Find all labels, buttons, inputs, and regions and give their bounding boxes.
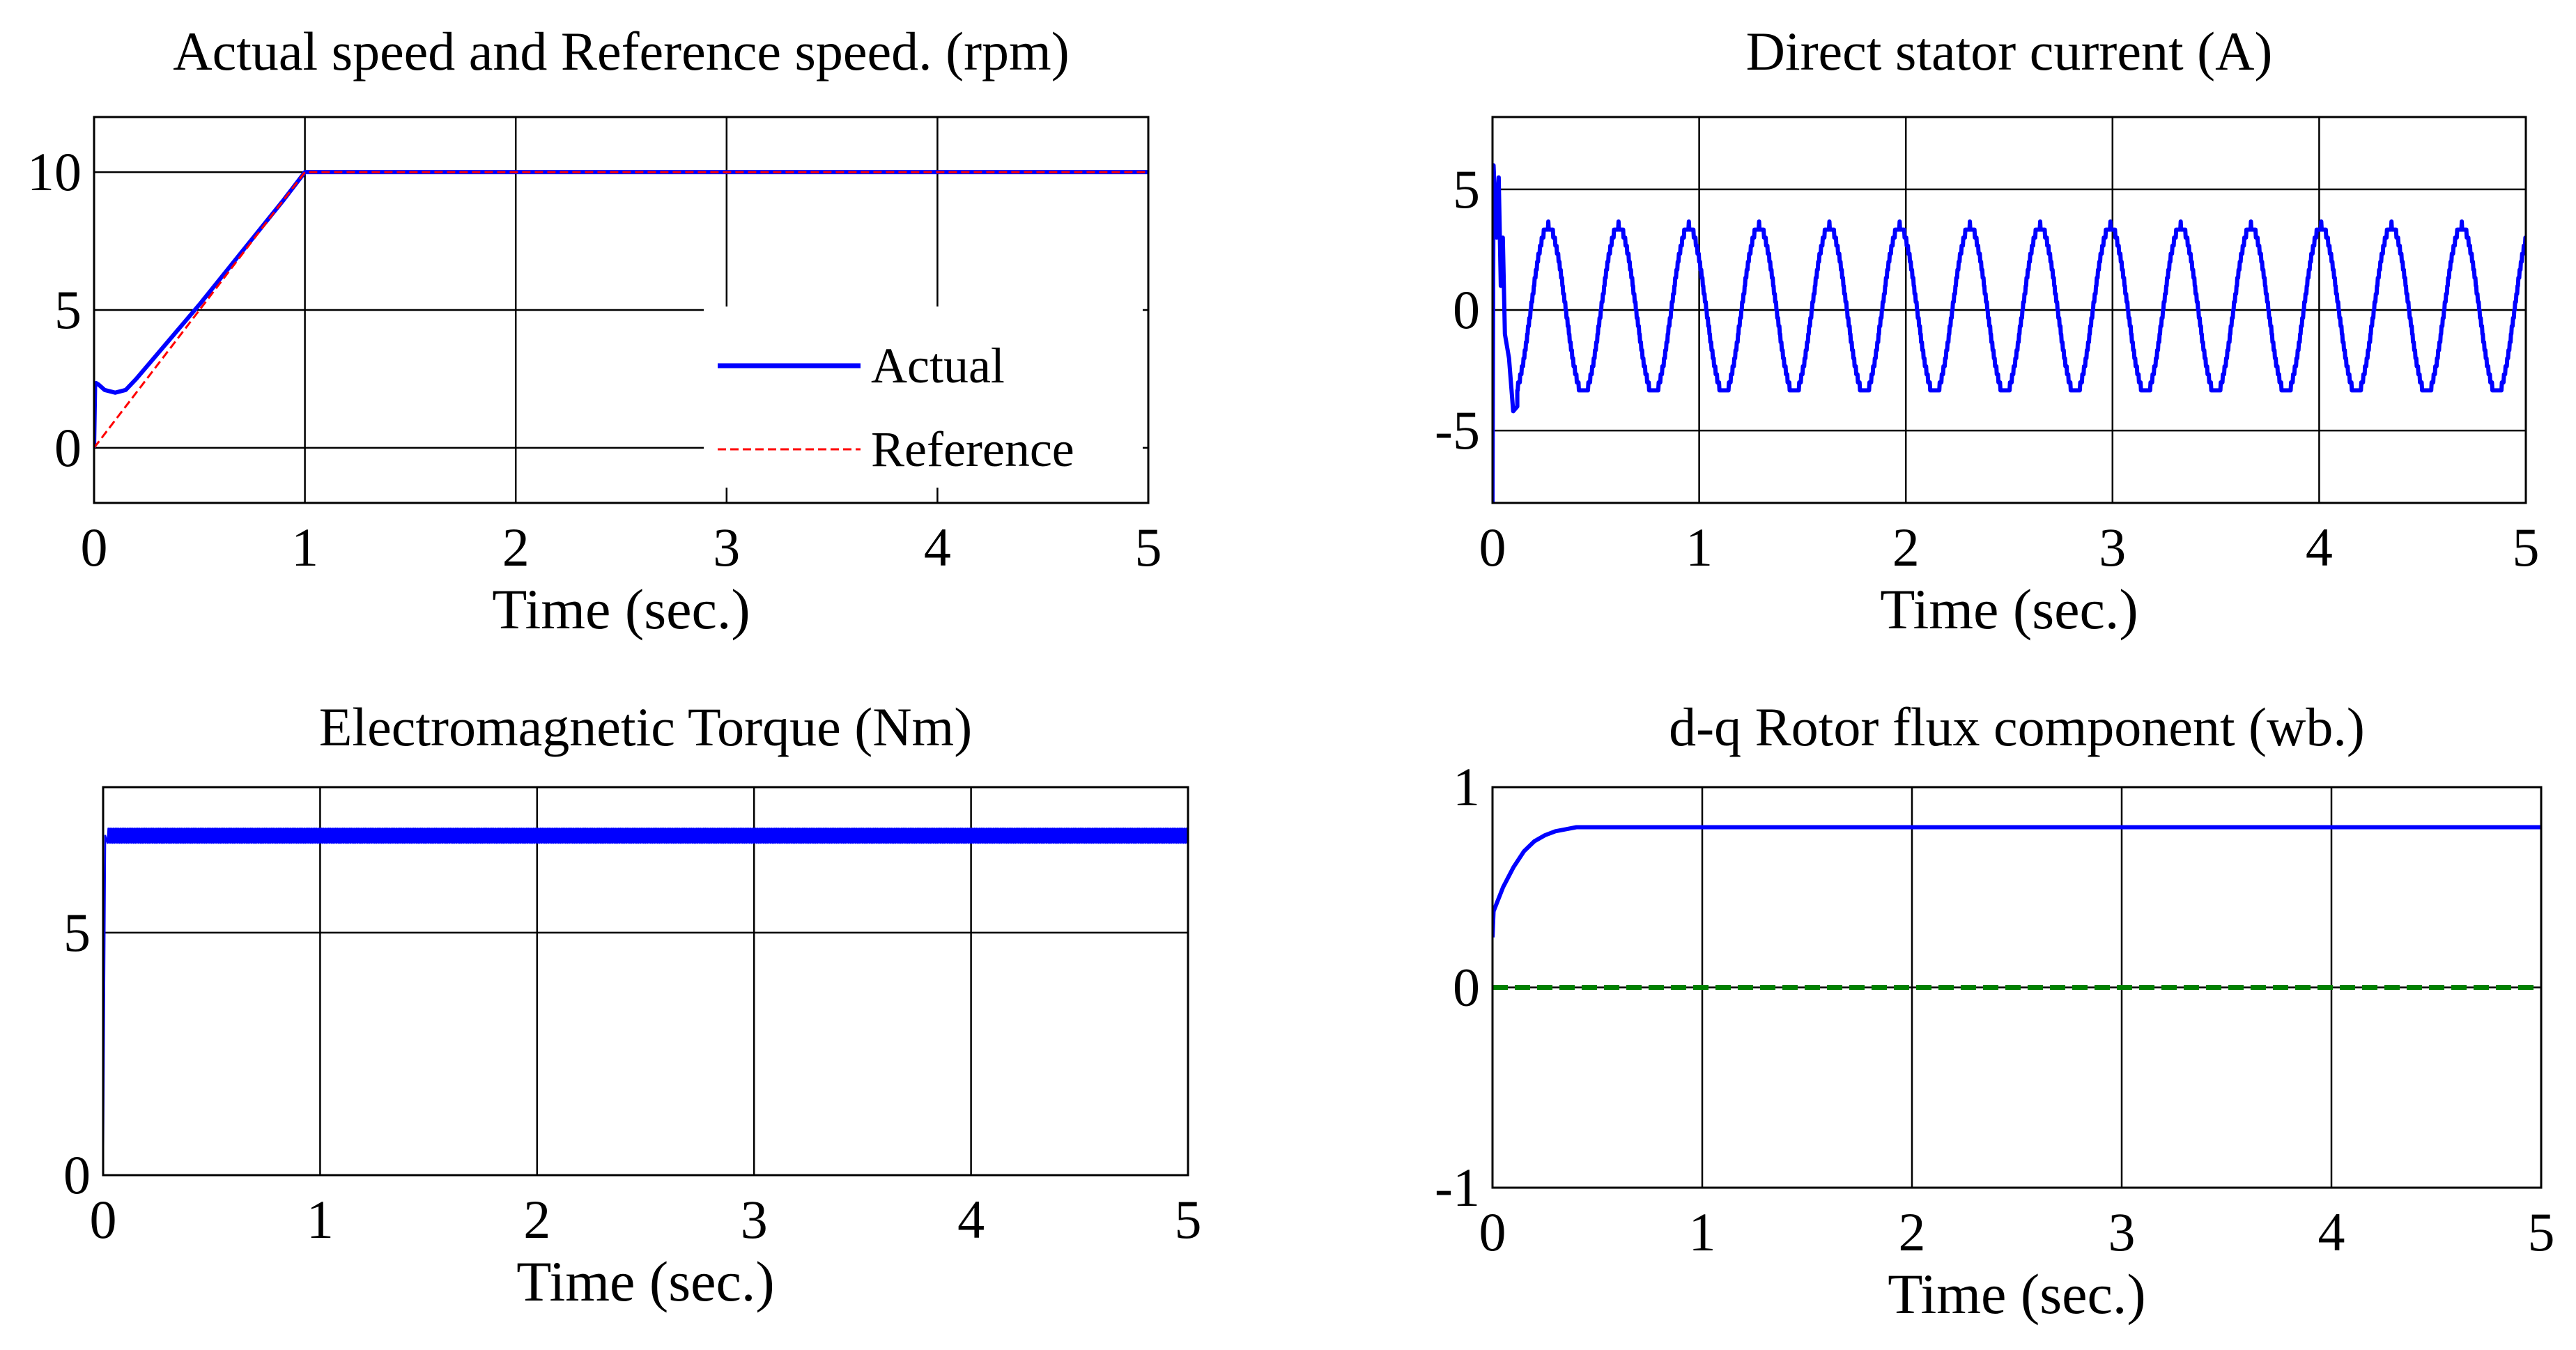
x-tick-label: 2 — [502, 517, 530, 577]
x-tick-label: 5 — [1175, 1189, 1202, 1250]
x-tick-label: 1 — [307, 1189, 334, 1250]
series-line-id — [1493, 163, 2526, 503]
legend: Actual Reference — [704, 307, 1143, 488]
chart-speed: 0 1 2 3 4 5 0 5 10 Actual speed and Reference spe… — [27, 21, 1162, 641]
x-tick-label: 1 — [1686, 517, 1713, 577]
x-tick-label: 5 — [2513, 517, 2540, 577]
series-line-te — [103, 827, 1188, 1175]
x-tick-label: 2 — [523, 1189, 550, 1250]
chart-direct_current: 0 1 2 3 4 5 -5 0 5 Direct stator current (A) Time … — [1435, 21, 2539, 641]
x-tick-label: 0 — [1479, 517, 1506, 577]
legend-label: Reference — [871, 421, 1074, 477]
series-line-reference — [94, 171, 1148, 449]
x-tick-label: 3 — [741, 1189, 768, 1250]
x-tick-label: 0 — [90, 1189, 117, 1250]
x-tick-label: 5 — [1135, 517, 1162, 577]
plot-area — [103, 787, 1188, 1175]
x-tick-label: 3 — [713, 517, 740, 577]
chart-torque: 0 1 2 3 4 5 0 5 Electromagnetic Torque (Nm) Time … — [63, 697, 1202, 1313]
chart-title: Electromagnetic Torque (Nm) — [319, 697, 972, 757]
y-tick-label: 1 — [1453, 757, 1480, 817]
y-tick-label: 0 — [63, 1145, 91, 1205]
series-group — [103, 827, 1188, 1175]
x-tick-label: 4 — [924, 517, 951, 577]
axes-frame — [102, 786, 1189, 1177]
y-tick-label: 5 — [63, 902, 91, 963]
axes-frame — [1491, 116, 2527, 504]
x-tick-label: 4 — [957, 1189, 985, 1250]
legend-label: Actual — [871, 338, 1005, 394]
chart-title: Actual speed and Reference speed. (rpm) — [173, 21, 1069, 82]
y-tick-label: -5 — [1435, 400, 1480, 460]
x-tick-label: 2 — [1899, 1202, 1926, 1262]
chart-title: d-q Rotor flux component (wb.) — [1669, 697, 2365, 757]
y-tick-label: 10 — [27, 141, 82, 202]
legend-box — [704, 307, 1143, 488]
chart-title: Direct stator current (A) — [1746, 21, 2273, 82]
x-tick-label: 2 — [1892, 517, 1920, 577]
x-tick-label: 5 — [2528, 1202, 2555, 1262]
y-tick-label: 5 — [1453, 159, 1480, 219]
y-tick-label: 0 — [54, 417, 82, 478]
x-tick-label: 4 — [2306, 517, 2333, 577]
x-tick-label: 4 — [2318, 1202, 2345, 1262]
y-tick-label: -1 — [1435, 1157, 1480, 1218]
series-line-flux_d — [1493, 825, 2541, 938]
x-tick-label: 1 — [1689, 1202, 1716, 1262]
x-tick-label: 0 — [1479, 1202, 1506, 1262]
series-group — [1493, 163, 2526, 503]
x-tick-label: 0 — [81, 517, 108, 577]
x-tick-label: 3 — [2099, 517, 2126, 577]
axes-frame — [93, 116, 1150, 504]
y-tick-label: 0 — [1453, 279, 1480, 340]
series-group — [94, 170, 1148, 449]
x-axis-label: Time (sec.) — [516, 1250, 774, 1313]
x-axis-label: Time (sec.) — [492, 577, 750, 641]
x-axis-label: Time (sec.) — [1880, 577, 2138, 641]
axes-frame — [1491, 786, 2543, 1189]
series-group — [1493, 825, 2541, 990]
y-tick-label: 0 — [1453, 957, 1480, 1018]
x-tick-label: 1 — [291, 517, 318, 577]
y-tick-label: 5 — [54, 279, 82, 340]
x-axis-label: Time (sec.) — [1888, 1262, 2145, 1326]
x-tick-label: 3 — [2108, 1202, 2136, 1262]
